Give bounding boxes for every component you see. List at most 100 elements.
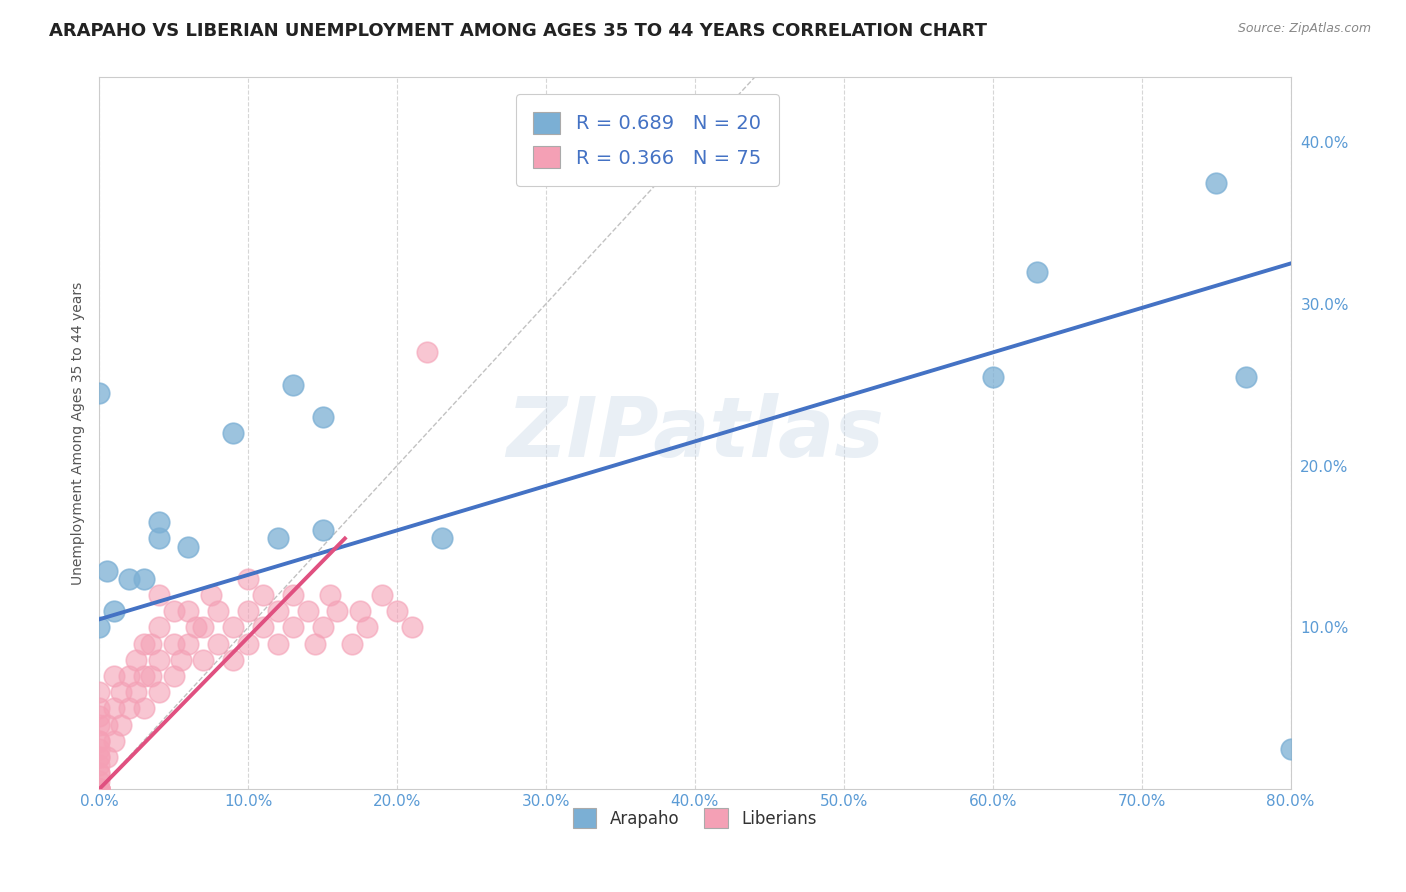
Point	[89, 741, 111, 756]
Point	[401, 620, 423, 634]
Point	[281, 588, 304, 602]
Point	[207, 604, 229, 618]
Point	[1279, 741, 1302, 756]
Point	[200, 588, 222, 602]
Point	[89, 733, 111, 747]
Point	[89, 758, 111, 772]
Point	[148, 516, 170, 530]
Point	[96, 564, 118, 578]
Point	[132, 701, 155, 715]
Y-axis label: Unemployment Among Ages 35 to 44 years: Unemployment Among Ages 35 to 44 years	[72, 282, 86, 585]
Point	[89, 717, 111, 731]
Point	[236, 637, 259, 651]
Point	[96, 717, 118, 731]
Point	[267, 604, 290, 618]
Point	[89, 782, 111, 797]
Point	[89, 385, 111, 400]
Point	[89, 782, 111, 797]
Point	[118, 572, 141, 586]
Point	[1026, 264, 1049, 278]
Point	[342, 637, 364, 651]
Text: ZIPatlas: ZIPatlas	[506, 392, 884, 474]
Point	[207, 637, 229, 651]
Point	[1205, 176, 1227, 190]
Point	[103, 701, 125, 715]
Point	[89, 733, 111, 747]
Point	[89, 750, 111, 764]
Point	[89, 774, 111, 789]
Point	[1234, 369, 1257, 384]
Point	[193, 653, 215, 667]
Point	[110, 685, 132, 699]
Point	[177, 604, 200, 618]
Point	[89, 766, 111, 780]
Point	[89, 782, 111, 797]
Point	[252, 620, 274, 634]
Point	[267, 637, 290, 651]
Point	[319, 588, 342, 602]
Point	[89, 766, 111, 780]
Point	[311, 524, 333, 538]
Point	[162, 637, 184, 651]
Point	[193, 620, 215, 634]
Point	[297, 604, 319, 618]
Point	[236, 572, 259, 586]
Point	[125, 653, 148, 667]
Point	[89, 782, 111, 797]
Point	[96, 750, 118, 764]
Point	[148, 620, 170, 634]
Point	[148, 653, 170, 667]
Point	[148, 532, 170, 546]
Point	[141, 669, 163, 683]
Point	[311, 410, 333, 425]
Point	[162, 604, 184, 618]
Point	[89, 750, 111, 764]
Point	[103, 604, 125, 618]
Point	[267, 532, 290, 546]
Point	[132, 669, 155, 683]
Point	[110, 717, 132, 731]
Text: ARAPAHO VS LIBERIAN UNEMPLOYMENT AMONG AGES 35 TO 44 YEARS CORRELATION CHART: ARAPAHO VS LIBERIAN UNEMPLOYMENT AMONG A…	[49, 22, 987, 40]
Point	[236, 604, 259, 618]
Point	[356, 620, 378, 634]
Point	[252, 588, 274, 602]
Point	[118, 669, 141, 683]
Point	[141, 637, 163, 651]
Point	[118, 701, 141, 715]
Point	[311, 620, 333, 634]
Point	[89, 782, 111, 797]
Point	[222, 426, 245, 441]
Point	[981, 369, 1004, 384]
Point	[371, 588, 394, 602]
Point	[222, 653, 245, 667]
Point	[162, 669, 184, 683]
Point	[132, 572, 155, 586]
Point	[184, 620, 207, 634]
Point	[148, 588, 170, 602]
Point	[281, 620, 304, 634]
Point	[326, 604, 349, 618]
Point	[177, 540, 200, 554]
Point	[89, 709, 111, 723]
Point	[89, 701, 111, 715]
Point	[170, 653, 193, 667]
Point	[89, 685, 111, 699]
Point	[103, 669, 125, 683]
Point	[125, 685, 148, 699]
Point	[349, 604, 371, 618]
Point	[177, 637, 200, 651]
Text: Source: ZipAtlas.com: Source: ZipAtlas.com	[1237, 22, 1371, 36]
Point	[430, 532, 453, 546]
Point	[416, 345, 439, 359]
Point	[89, 620, 111, 634]
Point	[222, 620, 245, 634]
Point	[89, 782, 111, 797]
Point	[385, 604, 408, 618]
Point	[148, 685, 170, 699]
Point	[103, 733, 125, 747]
Point	[132, 637, 155, 651]
Legend: Arapaho, Liberians: Arapaho, Liberians	[567, 802, 824, 834]
Point	[89, 782, 111, 797]
Point	[281, 377, 304, 392]
Point	[304, 637, 326, 651]
